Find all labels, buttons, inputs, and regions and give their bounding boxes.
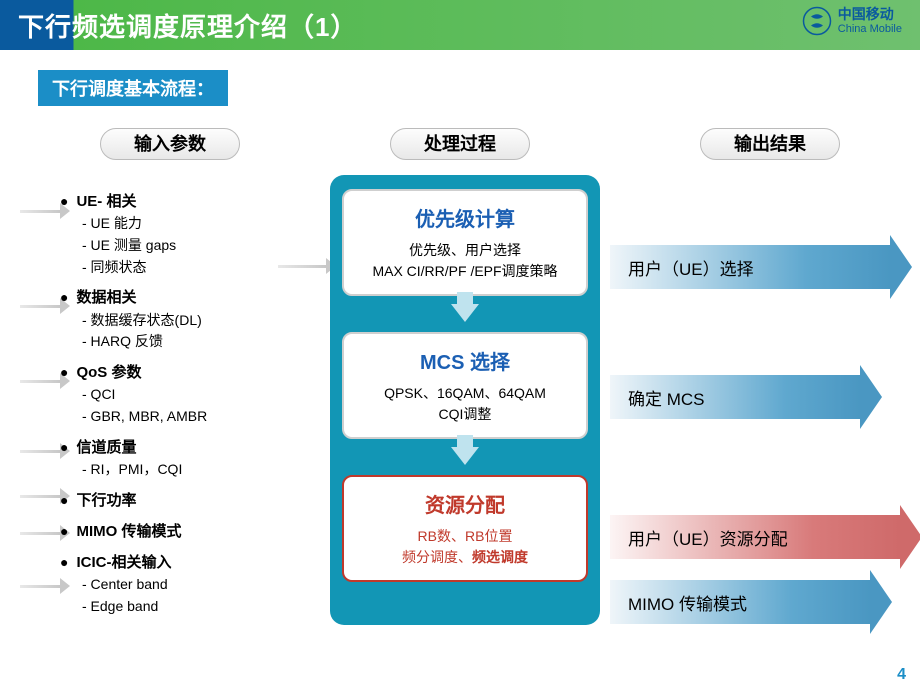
input-sub: - HARQ 反馈	[60, 331, 300, 353]
input-sub: - Edge band	[60, 596, 300, 618]
input-arrow	[20, 585, 60, 588]
output-user-select: 用户（UE）选择	[610, 245, 890, 289]
brand-logo: 中国移动China Mobile	[802, 6, 902, 36]
process-line: MAX CI/RR/PF /EPF调度策略	[350, 261, 580, 282]
diagram-area: 输入参数 处理过程 输出结果 UE- 相关 - UE 能力 - UE 测量 ga…	[0, 120, 920, 680]
input-sub: - Center band	[60, 574, 300, 596]
output-mimo: MIMO 传输模式	[610, 580, 870, 624]
input-arrow	[20, 380, 60, 383]
input-arrow	[20, 495, 60, 498]
china-mobile-icon	[802, 6, 832, 36]
input-arrow	[20, 532, 60, 535]
input-title: 信道质量	[60, 436, 300, 459]
down-arrow-icon	[451, 304, 479, 322]
process-title: 资源分配	[350, 489, 580, 518]
process-line: RB数、RB位置	[350, 526, 580, 547]
subtitle: 下行调度基本流程：	[38, 70, 228, 106]
process-line: CQI调整	[350, 404, 580, 425]
input-title: QoS 参数	[60, 361, 300, 384]
input-title: MIMO 传输模式	[60, 520, 300, 543]
process-container: 优先级计算 优先级、用户选择 MAX CI/RR/PF /EPF调度策略 MCS…	[330, 175, 600, 625]
process-box-mcs: MCS 选择 QPSK、16QAM、64QAM CQI调整	[342, 332, 588, 439]
input-arrow	[20, 450, 60, 453]
input-sub: - GBR, MBR, AMBR	[60, 406, 300, 428]
input-sub: - 同频状态	[60, 257, 300, 279]
page-title: 下行频选调度原理介绍（1）	[18, 7, 357, 44]
header-bar: 下行频选调度原理介绍（1） 中国移动China Mobile	[0, 0, 920, 50]
col-header-inputs: 输入参数	[100, 128, 240, 160]
input-arrow	[20, 305, 60, 308]
process-title: 优先级计算	[350, 203, 580, 232]
output-mcs: 确定 MCS	[610, 375, 860, 419]
output-resource: 用户（UE）资源分配	[610, 515, 900, 559]
col-header-process: 处理过程	[390, 128, 530, 160]
col-header-outputs: 输出结果	[700, 128, 840, 160]
input-sub: - UE 能力	[60, 213, 300, 235]
process-line: QPSK、16QAM、64QAM	[350, 383, 580, 404]
page-number: 4	[897, 666, 906, 684]
input-sub: - RI，PMI，CQI	[60, 459, 300, 481]
input-sub: - 数据缓存状态(DL)	[60, 310, 300, 332]
process-line: 优先级、用户选择	[350, 240, 580, 261]
brand-en: China Mobile	[838, 23, 902, 35]
down-arrow-icon	[451, 447, 479, 465]
inputs-list: UE- 相关 - UE 能力 - UE 测量 gaps - 同频状态 数据相关 …	[60, 190, 300, 626]
process-line: 频分调度、频选调度	[350, 547, 580, 568]
input-sub: - QCI	[60, 384, 300, 406]
process-box-priority: 优先级计算 优先级、用户选择 MAX CI/RR/PF /EPF调度策略	[342, 189, 588, 296]
input-sub: - UE 测量 gaps	[60, 235, 300, 257]
input-title: ICIC-相关输入	[60, 551, 300, 574]
process-box-resource: 资源分配 RB数、RB位置 频分调度、频选调度	[342, 475, 588, 582]
input-title: 数据相关	[60, 286, 300, 309]
input-arrow	[20, 210, 60, 213]
input-title: UE- 相关	[60, 190, 300, 213]
input-title: 下行功率	[60, 489, 300, 512]
brand-cn: 中国移动	[838, 7, 902, 22]
process-title: MCS 选择	[350, 346, 580, 375]
